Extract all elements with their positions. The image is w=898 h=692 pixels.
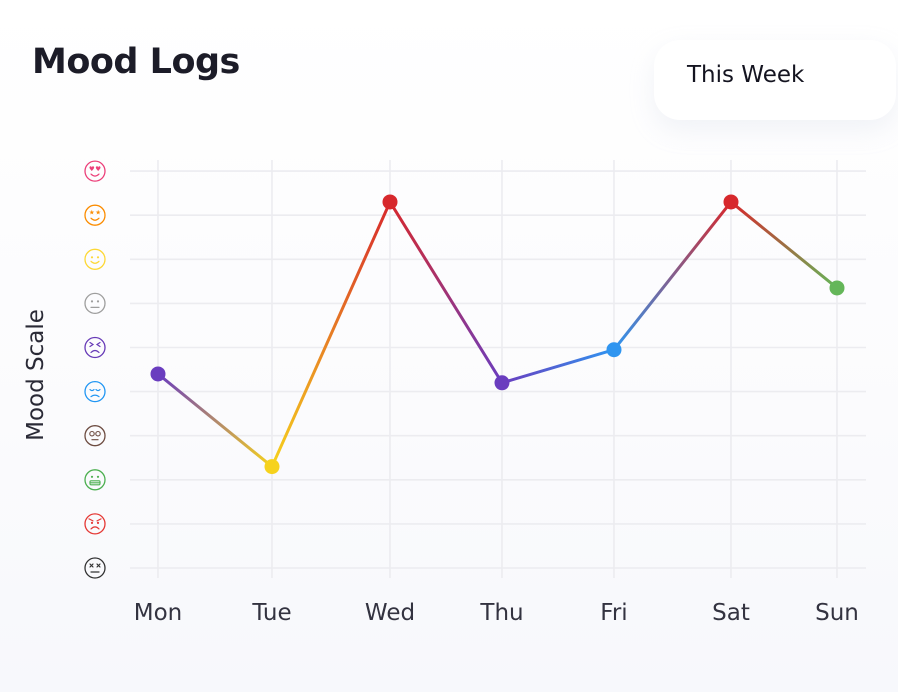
y-axis-icons: ★ ★ ♥ ♥ — [84, 160, 106, 579]
x-axis-labels: Mon Tue Wed Thu Fri Sat Sun — [134, 600, 859, 626]
data-point-thu[interactable] — [494, 375, 510, 391]
x-tick-label: Thu — [479, 600, 523, 626]
series-points — [150, 194, 845, 475]
squint-face-icon — [84, 336, 106, 359]
data-point-sat[interactable] — [723, 194, 739, 210]
series-line-segment — [156, 372, 274, 469]
neutral-face-icon — [84, 292, 106, 315]
date-range-label: This Week — [687, 62, 805, 88]
data-point-fri[interactable] — [606, 342, 622, 358]
series-line — [156, 200, 839, 469]
data-point-mon[interactable] — [150, 366, 166, 382]
x-tick-label: Tue — [251, 600, 291, 626]
x-tick-label: Fri — [600, 600, 627, 626]
x-tick-label: Sun — [815, 600, 859, 626]
data-point-tue[interactable] — [264, 459, 280, 475]
svg-text:★: ★ — [89, 209, 95, 217]
svg-text:♥: ♥ — [95, 165, 101, 173]
eye-roll-face-icon — [84, 425, 106, 447]
series-line-segment — [270, 200, 392, 469]
series-line-segment — [500, 348, 616, 385]
data-point-sun[interactable] — [829, 280, 845, 296]
series-line-segment — [388, 200, 504, 385]
series-line-segment — [612, 200, 733, 352]
svg-text:★: ★ — [95, 209, 101, 217]
chart-grid — [130, 160, 866, 578]
smile-face-icon — [84, 248, 106, 270]
dead-face-icon — [84, 557, 106, 579]
star-eyes-face-icon: ★ ★ — [84, 204, 106, 226]
x-tick-label: Wed — [365, 600, 415, 626]
sad-face-icon — [84, 380, 106, 403]
x-tick-label: Mon — [134, 600, 183, 626]
angry-face-icon — [84, 513, 106, 535]
date-range-selector[interactable]: This Week — [654, 40, 896, 120]
svg-text:♥: ♥ — [89, 165, 95, 173]
y-axis-label: Mood Scale — [23, 309, 49, 441]
love-face-icon: ♥ ♥ — [84, 160, 106, 182]
series-line-segment — [729, 200, 839, 290]
x-tick-label: Sat — [712, 600, 750, 626]
page-title: Mood Logs — [32, 42, 240, 82]
grimace-face-icon — [84, 469, 106, 491]
data-point-wed[interactable] — [382, 194, 398, 210]
